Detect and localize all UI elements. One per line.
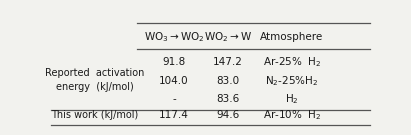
Text: -: - (172, 94, 176, 104)
Text: Ar-10%  H$_2$: Ar-10% H$_2$ (263, 109, 321, 122)
Text: Ar-25%  H$_2$: Ar-25% H$_2$ (263, 55, 321, 69)
Text: H$_2$: H$_2$ (285, 92, 299, 106)
Text: 117.4: 117.4 (159, 110, 189, 120)
Text: 94.6: 94.6 (217, 110, 240, 120)
Text: 104.0: 104.0 (159, 76, 189, 86)
Text: This work (kJ/mol): This work (kJ/mol) (51, 110, 138, 120)
Text: Atmosphere: Atmosphere (260, 32, 323, 42)
Text: 91.8: 91.8 (162, 57, 186, 67)
Text: N$_2$-25%H$_2$: N$_2$-25%H$_2$ (265, 74, 319, 88)
Text: WO$_3$$\rightarrow$WO$_2$: WO$_3$$\rightarrow$WO$_2$ (144, 30, 204, 44)
Text: WO$_2$$\rightarrow$W: WO$_2$$\rightarrow$W (204, 30, 252, 44)
Text: 83.6: 83.6 (217, 94, 240, 104)
Text: 83.0: 83.0 (217, 76, 240, 86)
Text: 147.2: 147.2 (213, 57, 243, 67)
Text: Reported  activation
energy  (kJ/mol): Reported activation energy (kJ/mol) (45, 68, 144, 92)
